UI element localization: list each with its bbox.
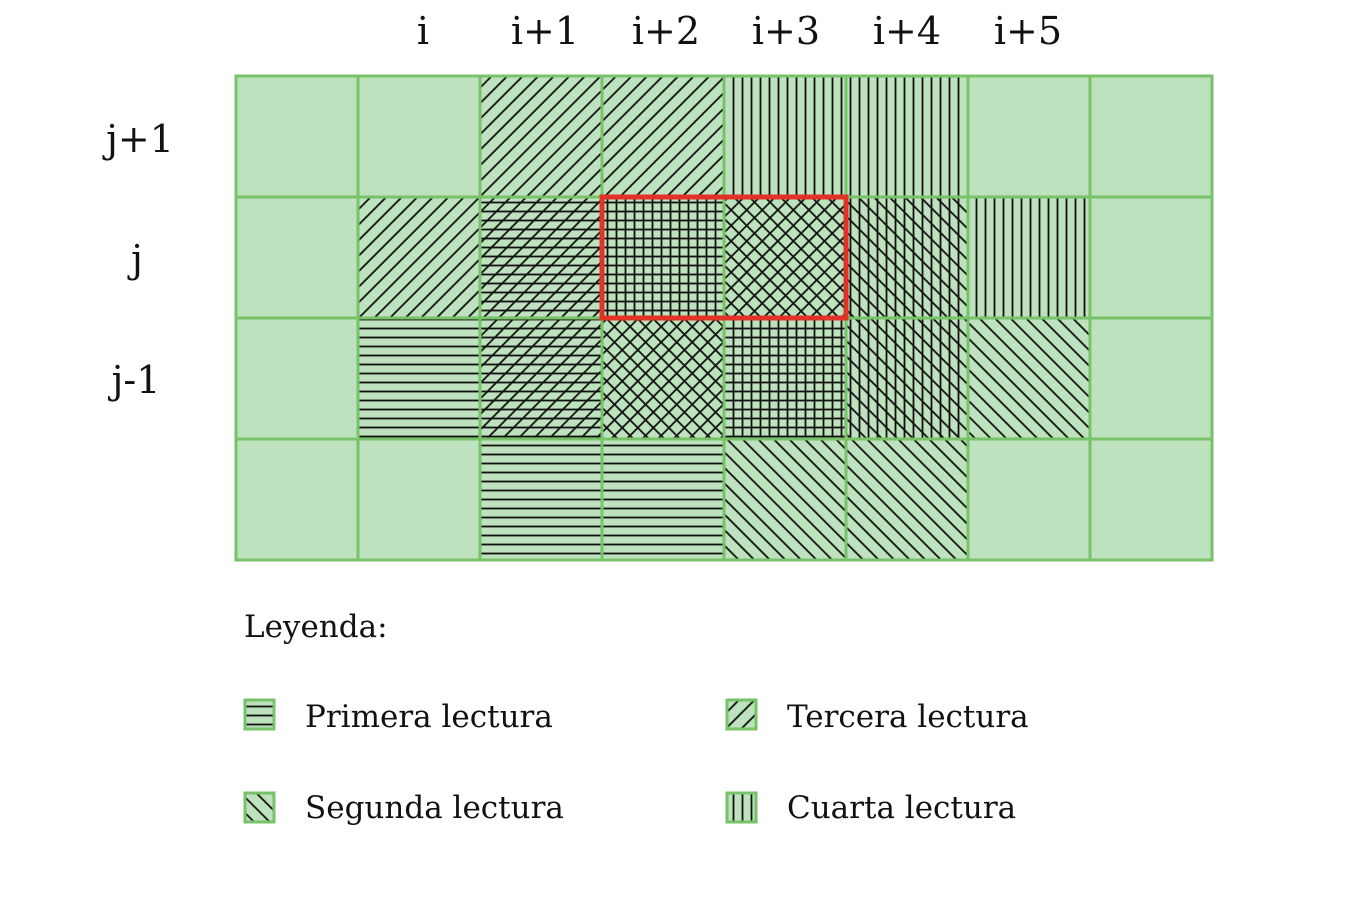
hatch-tercera xyxy=(480,76,602,197)
cell-grid xyxy=(234,74,1214,562)
row-label: j xyxy=(127,237,143,281)
legend-hatch-cuarta xyxy=(727,793,756,822)
legend-label-tercera: Tercera lectura xyxy=(787,699,1029,735)
hatch-primera xyxy=(358,318,480,439)
grid-cell xyxy=(1090,197,1212,318)
column-label: i+5 xyxy=(994,9,1062,53)
legend-swatch-border xyxy=(243,791,276,824)
legend-label-primera: Primera lectura xyxy=(305,699,553,735)
hatch-cuarta xyxy=(968,197,1090,318)
grid-cell xyxy=(1090,76,1212,197)
row-labels: j+1 j j-1 xyxy=(102,117,174,402)
hatch-tercera xyxy=(358,197,480,318)
grid-cell xyxy=(1090,439,1212,560)
hatch-primera xyxy=(480,197,602,318)
hatch-cuarta xyxy=(602,197,724,318)
grid-cell xyxy=(358,439,480,560)
grid-cell xyxy=(1090,318,1212,439)
row-label: j+1 xyxy=(102,117,174,161)
grid-cell xyxy=(358,76,480,197)
hatch-cuarta xyxy=(846,197,968,318)
hatch-primera xyxy=(480,439,602,560)
legend-label-segunda: Segunda lectura xyxy=(305,790,564,826)
hatch-tercera xyxy=(602,76,724,197)
hatch-cuarta xyxy=(846,318,968,439)
column-label: i xyxy=(417,9,429,53)
hatch-cuarta xyxy=(846,76,968,197)
hatch-segunda xyxy=(846,439,968,560)
column-labels: i i+1 i+2 i+3 i+4 i+5 xyxy=(417,9,1062,53)
hatch-tercera xyxy=(724,197,846,318)
grid-cell-border xyxy=(1088,437,1214,562)
column-label: i+2 xyxy=(632,9,700,53)
grid-cell xyxy=(236,439,358,560)
hatch-cuarta xyxy=(724,76,846,197)
grid-cell xyxy=(968,76,1090,197)
row-label: j-1 xyxy=(108,358,161,402)
column-label: i+4 xyxy=(873,9,941,53)
grid-cell xyxy=(236,76,358,197)
hatch-segunda xyxy=(968,318,1090,439)
legend-title: Leyenda: xyxy=(244,609,388,645)
grid-cell xyxy=(236,197,358,318)
hatch-tercera xyxy=(480,318,602,439)
hatch-primera xyxy=(602,439,724,560)
hatch-segunda xyxy=(724,439,846,560)
legend-hatch-tercera xyxy=(727,700,756,729)
legend-label-cuarta: Cuarta lectura xyxy=(787,790,1016,826)
column-label: i+3 xyxy=(752,9,820,53)
legend-swatch-border xyxy=(243,698,276,731)
current-cell-highlight xyxy=(599,194,849,321)
hatch-tercera xyxy=(602,318,724,439)
hatch-cuarta xyxy=(724,318,846,439)
legend-swatch-border xyxy=(725,791,758,824)
grid-cell xyxy=(968,439,1090,560)
legend-hatch-segunda xyxy=(245,793,274,822)
column-label: i+1 xyxy=(511,9,579,53)
legend-hatch-primera xyxy=(245,700,274,729)
grid-cell xyxy=(236,318,358,439)
legend: Leyenda: Primera lectura Segunda lectura… xyxy=(243,609,1029,826)
legend-swatch-border xyxy=(725,698,758,731)
